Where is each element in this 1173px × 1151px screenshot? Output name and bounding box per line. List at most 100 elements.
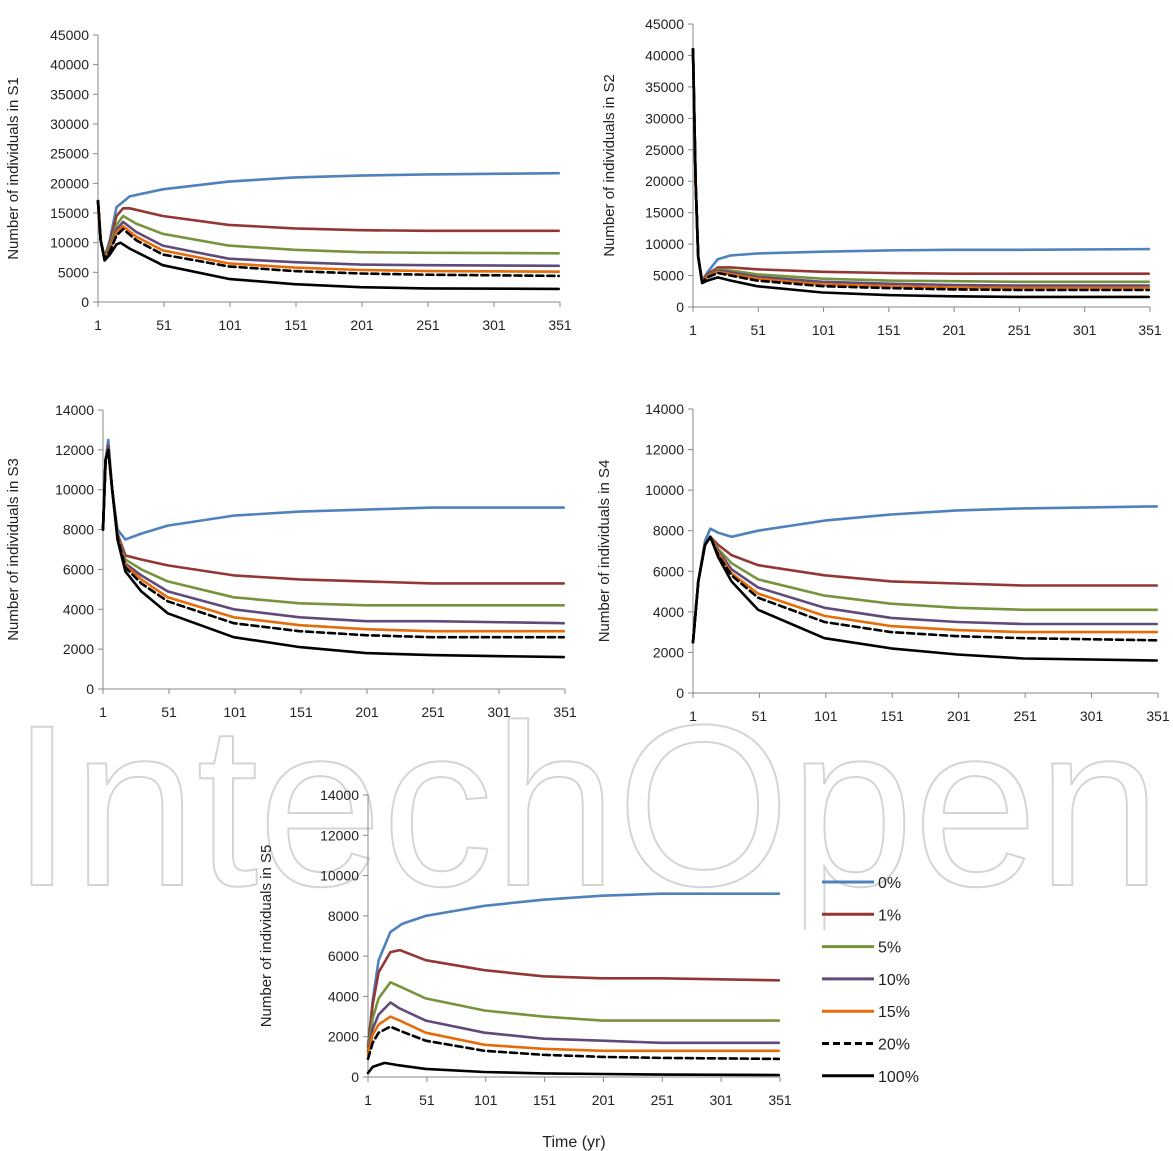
y-axis-label: Number of individuals in S5 <box>258 845 275 1028</box>
y-tick-label: 2000 <box>328 1029 359 1045</box>
y-tick-label: 14000 <box>55 402 94 418</box>
y-tick-label: 6000 <box>653 563 684 579</box>
legend-label: 100% <box>878 1069 919 1086</box>
y-tick-label: 40000 <box>50 57 89 73</box>
legend-item: 10% <box>822 972 910 989</box>
x-tick-label: 151 <box>877 322 901 338</box>
legend-item: 0% <box>822 875 901 892</box>
y-tick-label: 0 <box>86 681 94 697</box>
x-tick-label: 1 <box>94 317 102 333</box>
series-line-20pct <box>101 448 565 639</box>
x-tick-label: 51 <box>161 704 177 720</box>
series-line-0pct <box>691 47 1150 282</box>
x-tick-label: 301 <box>709 1092 733 1108</box>
x-tick-label: 151 <box>881 708 905 724</box>
y-tick-label: 10000 <box>55 482 94 498</box>
x-tick-label: 301 <box>1073 322 1097 338</box>
x-tick-label: 351 <box>548 317 572 333</box>
series-line-10pct <box>101 446 565 625</box>
x-tick-label: 151 <box>533 1092 557 1108</box>
series-line-100pct <box>96 199 560 291</box>
series-line-100pct <box>366 1061 781 1077</box>
y-tick-label: 40000 <box>645 47 684 63</box>
legend-label: 20% <box>878 1037 910 1054</box>
x-tick-label: 251 <box>1013 708 1037 724</box>
y-tick-label: 6000 <box>63 561 94 577</box>
y-tick-label: 0 <box>676 685 684 701</box>
chart-s2: 0 5000 10000 15000 20000 25000 30000 35000 40000… <box>601 16 1162 338</box>
series-line-100pct <box>691 535 1158 662</box>
y-tick-label: 12000 <box>320 827 359 843</box>
x-tick-label: 51 <box>156 317 172 333</box>
y-tick-label: 8000 <box>63 522 94 538</box>
y-tick-label: 25000 <box>645 142 684 158</box>
x-tick-label: 101 <box>223 704 247 720</box>
x-tick-label: 101 <box>474 1092 498 1108</box>
x-tick-label: 351 <box>553 704 577 720</box>
y-tick-label: 12000 <box>645 442 684 458</box>
series-line-10pct <box>691 535 1158 644</box>
y-tick-label: 30000 <box>50 116 89 132</box>
series-line-15pct <box>96 199 560 273</box>
y-tick-label: 10000 <box>50 235 89 251</box>
legend-label: 10% <box>878 972 910 989</box>
y-tick-label: 15000 <box>645 205 684 221</box>
x-tick-label: 51 <box>419 1092 435 1108</box>
x-tick-label: 101 <box>218 317 242 333</box>
y-tick-label: 10000 <box>320 868 359 884</box>
x-tick-label: 101 <box>814 708 838 724</box>
series-line-20pct <box>691 47 1150 292</box>
y-tick-label: 8000 <box>653 523 684 539</box>
x-tick-label: 251 <box>651 1092 675 1108</box>
x-tick-label: 351 <box>768 1092 792 1108</box>
y-axis-label: Number of individuals in S1 <box>5 77 22 260</box>
y-tick-label: 0 <box>351 1069 359 1085</box>
series-line-0pct <box>101 438 565 541</box>
x-tick-label: 151 <box>289 704 313 720</box>
y-tick-label: 0 <box>676 299 684 315</box>
series-line-5pct <box>366 981 781 1053</box>
series-line-1pct <box>691 47 1150 283</box>
legend-label: 5% <box>878 940 901 957</box>
x-tick-label: 201 <box>942 322 966 338</box>
series-line-100pct <box>101 448 565 659</box>
legend-item: 1% <box>822 907 901 924</box>
series-line-0pct <box>691 505 1158 644</box>
series-line-10pct <box>366 1001 781 1055</box>
y-tick-label: 5000 <box>58 264 89 280</box>
x-tick-label: 1 <box>99 704 107 720</box>
y-axis-label: Number of individuals in S2 <box>601 74 618 257</box>
legend-label: 1% <box>878 907 901 924</box>
x-tick-label: 301 <box>1080 708 1104 724</box>
y-tick-label: 15000 <box>50 205 89 221</box>
x-tick-label: 201 <box>350 317 374 333</box>
y-tick-label: 10000 <box>645 482 684 498</box>
legend-item: 100% <box>822 1069 919 1086</box>
series-line-1pct <box>96 199 560 259</box>
y-tick-label: 5000 <box>653 268 684 284</box>
y-axis-label: Number of individuals in S3 <box>5 458 22 641</box>
y-tick-label: 6000 <box>328 948 359 964</box>
x-tick-label: 301 <box>482 317 506 333</box>
y-tick-label: 35000 <box>50 86 89 102</box>
y-tick-label: 2000 <box>63 641 94 657</box>
y-tick-label: 25000 <box>50 146 89 162</box>
x-axis-label: Time (yr) <box>542 1134 605 1151</box>
x-tick-label: 101 <box>812 322 836 338</box>
y-tick-label: 0 <box>81 294 89 310</box>
y-tick-label: 20000 <box>645 173 684 189</box>
x-tick-label: 351 <box>1138 322 1162 338</box>
y-tick-label: 10000 <box>645 236 684 252</box>
y-tick-label: 4000 <box>63 601 94 617</box>
series-line-100pct <box>691 47 1150 299</box>
y-tick-label: 8000 <box>328 908 359 924</box>
chart-s1: 0 5000 10000 15000 20000 25000 30000 35000 40000… <box>5 27 572 333</box>
y-tick-label: 2000 <box>653 644 684 660</box>
y-tick-label: 45000 <box>50 27 89 43</box>
x-tick-label: 301 <box>487 704 511 720</box>
x-tick-label: 201 <box>947 708 971 724</box>
y-tick-label: 4000 <box>653 604 684 620</box>
